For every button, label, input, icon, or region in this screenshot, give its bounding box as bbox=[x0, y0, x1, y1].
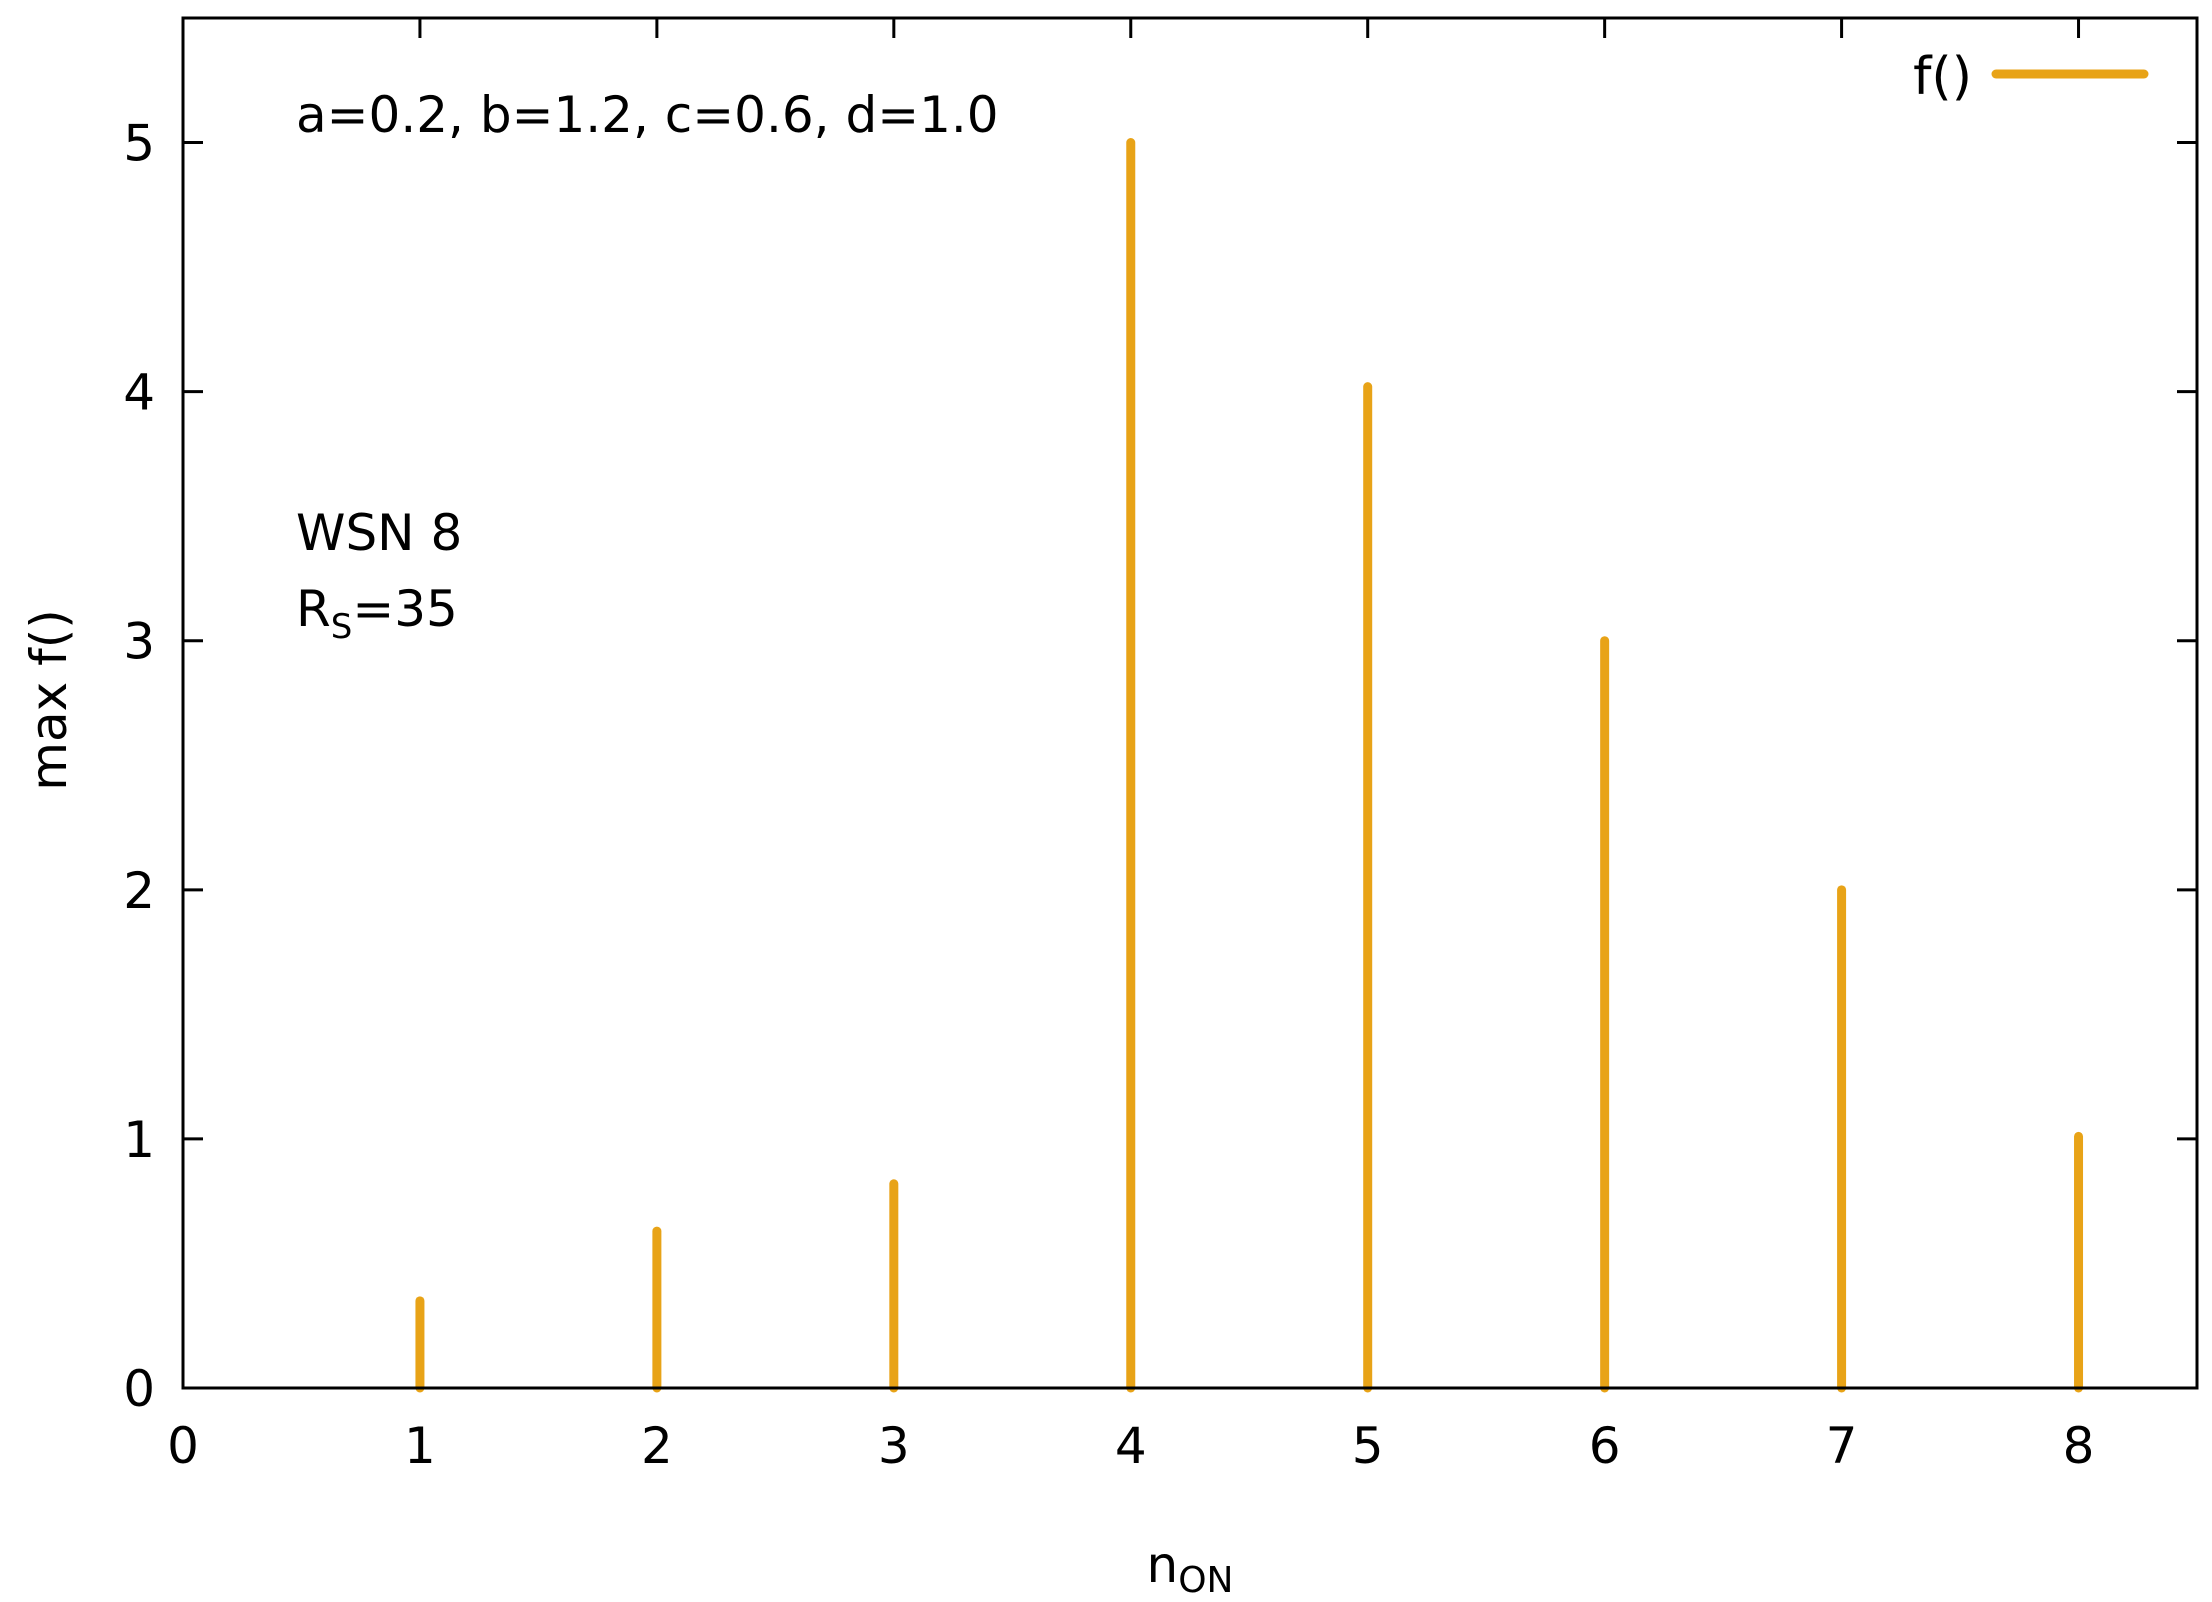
x-tick-label: 2 bbox=[641, 1417, 673, 1475]
radius-symbol: R bbox=[296, 580, 331, 638]
y-axis-label: max f() bbox=[20, 609, 78, 790]
x-tick-label: 0 bbox=[167, 1417, 199, 1475]
x-tick-label: 1 bbox=[404, 1417, 436, 1475]
x-tick-label: 7 bbox=[1826, 1417, 1858, 1475]
impulses-layer bbox=[415, 138, 2084, 1393]
x-tick-label: 8 bbox=[2063, 1417, 2095, 1475]
y-tick-label: 3 bbox=[123, 613, 155, 671]
y-tick-label: 2 bbox=[123, 862, 155, 920]
y-tick-label: 4 bbox=[123, 364, 155, 422]
y-tick-label: 1 bbox=[123, 1111, 155, 1169]
params-annotation: a=0.2, b=1.2, c=0.6, d=1.0 bbox=[296, 86, 999, 144]
x-tick-label: 5 bbox=[1352, 1417, 1384, 1475]
x-axis-label-main: n bbox=[1147, 1536, 1179, 1594]
y-tick-label: 0 bbox=[123, 1360, 155, 1418]
legend-label: f() bbox=[1913, 47, 1972, 107]
radius-value: =35 bbox=[352, 580, 458, 638]
x-tick-label: 4 bbox=[1115, 1417, 1147, 1475]
radius-annotation: RS=35 bbox=[296, 580, 458, 647]
y-tick-labels: 0 1 2 3 4 5 bbox=[123, 115, 155, 1418]
x-tick-label: 3 bbox=[878, 1417, 910, 1475]
x-tick-label: 6 bbox=[1589, 1417, 1621, 1475]
legend: f() bbox=[1913, 47, 2149, 107]
x-axis-label: nON bbox=[1147, 1536, 1234, 1601]
plot-frame bbox=[181, 16, 2199, 1390]
radius-subscript: S bbox=[331, 607, 353, 647]
y-tick-label: 5 bbox=[123, 115, 155, 173]
x-axis-label-subscript: ON bbox=[1178, 1560, 1233, 1601]
network-annotation: WSN 8 bbox=[296, 504, 462, 562]
x-tick-labels: 0 1 2 3 4 5 6 7 8 bbox=[167, 1417, 2094, 1475]
